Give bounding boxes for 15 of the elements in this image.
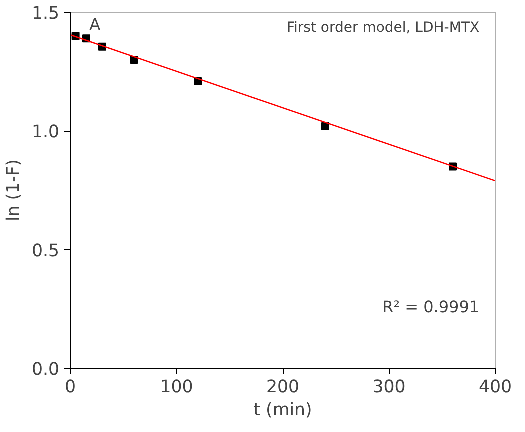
y-tick-label: 1.5 [32,4,60,24]
annotation: A [90,14,101,34]
x-tick-label: 0 [64,378,76,398]
x-tick-label: 100 [160,378,194,398]
y-tick-label: 1.0 [32,122,60,143]
annotation: R² = 0.9991 [382,297,480,316]
x-tick-label: 200 [266,378,300,398]
y-tick-label: 0.0 [32,360,60,380]
y-tick-label: 0.5 [32,241,60,262]
x-axis-title: t (min) [254,400,312,420]
y-axis-title: ln (1-F) [4,159,24,222]
x-tick-label: 400 [478,378,512,398]
point [322,122,330,130]
annotation: First order model, LDH-MTX [286,20,480,36]
x-tick-label: 300 [372,378,406,398]
